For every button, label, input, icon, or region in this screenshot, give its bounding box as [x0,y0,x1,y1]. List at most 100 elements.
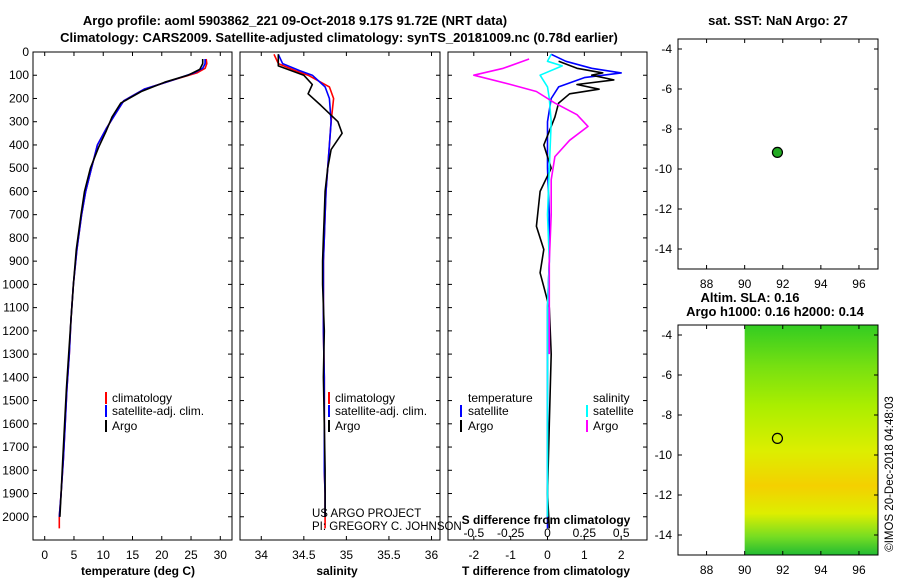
series-line-t-satellite [546,53,623,529]
legend-argo: Argo [335,419,361,433]
sst-map-title: sat. SST: NaN Argo: 27 [708,13,848,28]
map-x-tick-label: 92 [776,563,790,577]
y-tick-label: 700 [9,208,29,222]
map-x-tick-label: 94 [814,563,828,577]
difference-panel: -2 -1 0 1 2 -0.5 -0.25 0 0.25 0.5 T difference fr… [447,51,648,578]
salinity-legend: climatology satellite-adj. clim. Argo [328,391,427,433]
sla-map-ticks: 88 90 92 94 96 -4 -6 -8 -10 -12 -14 [655,325,878,577]
y-tick-label: 900 [9,254,29,268]
temperature-frame [32,51,233,541]
x-tick-label: 20 [155,548,169,562]
map-x-tick-label: 96 [852,563,866,577]
y-tick-label: 1700 [2,440,29,454]
map-y-tick-label: -6 [661,368,672,382]
temperature-legend: climatology satellite-adj. clim. Argo [105,391,204,433]
x-tick-label: 35.5 [377,548,401,562]
y-tick-label: 300 [9,115,29,129]
x-tick-label: 30 [214,548,228,562]
map-y-tick-label: -12 [655,488,673,502]
y-tick-label: 1200 [2,324,29,338]
x-tick-label: 34.5 [292,548,316,562]
difference-legend-salinity: salinity satellite Argo [586,391,634,433]
map-y-tick-label: -10 [655,448,673,462]
difference-frame [447,51,648,541]
map-y-tick-label: -14 [655,528,673,542]
y-tick-label: 1900 [2,487,29,501]
y-tick-label: 1100 [3,301,29,315]
salinity-lines [273,53,343,529]
float-location-marker [771,432,784,444]
map-y-tick-label: -8 [661,122,672,136]
y-tick-label: 1300 [2,347,29,361]
temperature-ticks: 0 5 10 15 20 25 300100200300400500600700800900… [2,45,232,562]
legend-temperature-title: temperature [468,391,533,405]
x-tick-label-salinity: 0.5 [613,526,630,540]
sla-map-panel: Altim. SLA: 0.16 Argo h1000: 0.16 h2000:… [655,290,879,577]
y-tick-label: 1600 [2,417,29,431]
y-tick-label: 1500 [2,394,29,408]
legend-s-argo: Argo [593,419,619,433]
x-tick-label: 10 [97,548,111,562]
x-tick-label: 0 [544,548,551,562]
x-tick-label: 1 [581,548,588,562]
salinity-frame [239,51,441,541]
sla-map-title: Altim. SLA: 0.16 [701,290,800,305]
credit-project: US ARGO PROJECT [312,508,421,520]
difference-xlabel-salinity: S difference from climatology [462,513,631,527]
sla-field [744,325,878,555]
temperature-lines [58,58,208,529]
series-line-t-argo [535,60,615,529]
series-line-s-argo [472,58,589,355]
legend-climatology: climatology [112,391,172,405]
series-line-argo [59,59,204,517]
legend-s-satellite: satellite [593,404,634,418]
legend-argo: Argo [112,419,138,433]
sst-map-ticks: 88 90 92 94 96 -4 -6 -8 -10 -12 -14 [655,39,878,291]
y-tick-label: 500 [9,161,29,175]
x-tick-label: 2 [618,548,625,562]
map-y-tick-label: -4 [661,42,672,56]
map-y-tick-label: -10 [655,162,673,176]
map-x-tick-label: 88 [700,563,714,577]
legend-t-argo: Argo [468,419,494,433]
series-line-argo [277,54,343,517]
x-tick-label: -2 [468,548,479,562]
legend-satellite: satellite-adj. clim. [335,404,427,418]
sla-map-frame [677,324,879,556]
x-tick-label-salinity: 0.25 [573,526,597,540]
y-tick-label: 600 [9,184,29,198]
sst-map-panel: sat. SST: NaN Argo: 27 88 90 92 94 96 -4 -6 -8 -… [655,13,879,291]
x-tick-label: 25 [184,548,198,562]
difference-lines [472,53,623,529]
series-line-climatology [58,58,208,529]
sla-map-subtitle: Argo h1000: 0.16 h2000: 0.14 [686,304,865,319]
map-y-tick-label: -6 [661,82,672,96]
imos-timestamp: ©IMOS 20-Dec-2018 04:48:03 [884,396,896,552]
legend-salinity-title: salinity [593,391,630,405]
map-y-tick-label: -4 [661,328,672,342]
float-location-marker [771,146,784,158]
x-tick-label: -1 [505,548,516,562]
x-tick-label-salinity: -0.25 [497,526,525,540]
salinity-ticks: 34 34.5 35 35.5 36 [240,51,440,562]
legend-satellite: satellite-adj. clim. [112,404,204,418]
x-tick-label: 5 [71,548,78,562]
x-tick-label: 34 [255,548,269,562]
sst-map-frame [677,38,879,270]
x-tick-label-salinity: 0 [544,526,551,540]
legend-t-satellite: satellite [468,404,509,418]
x-tick-label: 0 [41,548,48,562]
sst-map-marks [771,146,784,158]
temperature-panel: 0 5 10 15 20 25 300100200300400500600700800900… [2,45,233,578]
figure-title-line1: Argo profile: aoml 5903862_221 09-Oct-20… [83,13,507,28]
sla-map-marks [771,432,784,444]
map-x-tick-label: 88 [700,277,714,291]
y-tick-label: 200 [9,91,29,105]
y-tick-label: 0 [22,45,29,59]
difference-legend-temperature: temperature satellite Argo [460,391,533,433]
credit-pi: PI: GREGORY C. JOHNSON [312,521,462,533]
legend-climatology: climatology [335,391,395,405]
temperature-xlabel: temperature (deg C) [81,564,195,578]
x-tick-label: 35 [340,548,354,562]
